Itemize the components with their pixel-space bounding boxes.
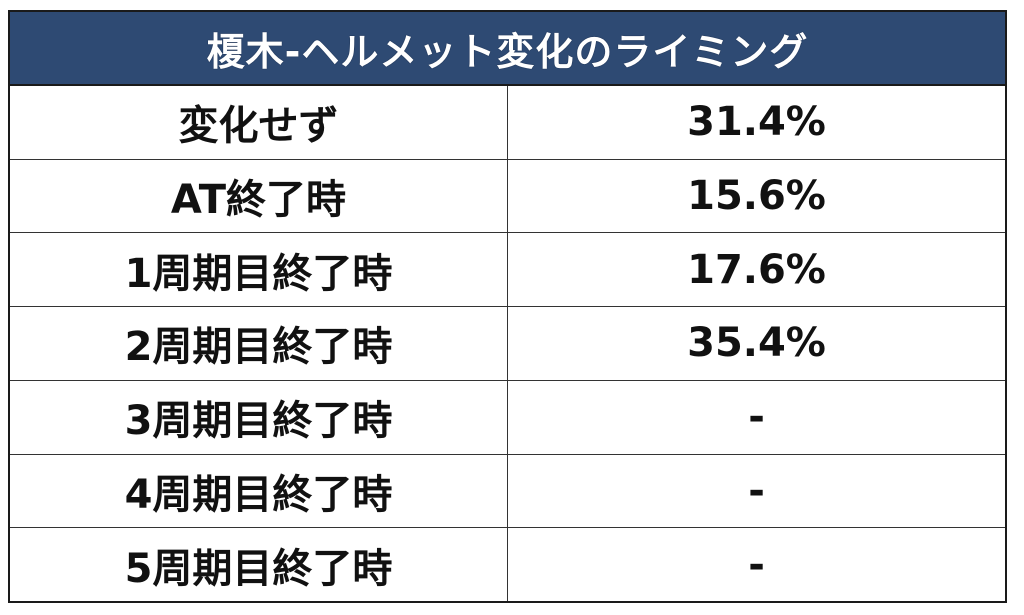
table-row: AT終了時 15.6% [10, 158, 1005, 233]
row-value: 31.4% [507, 84, 1005, 160]
table-header-row: 榎木-ヘルメット変化のライミング [10, 12, 1005, 86]
row-value: 17.6% [507, 232, 1005, 307]
row-value: - [507, 453, 1005, 528]
row-label: 5周期目終了時 [10, 527, 508, 601]
table-row: 変化せず 31.4% [10, 84, 1005, 160]
row-value: 15.6% [507, 158, 1005, 233]
row-label: 変化せず [10, 84, 508, 160]
row-label: 3周期目終了時 [10, 379, 508, 455]
timing-table: 榎木-ヘルメット変化のライミング 変化せず 31.4% AT終了時 15.6% … [10, 12, 1005, 601]
table-title: 榎木-ヘルメット変化のライミング [10, 12, 1005, 86]
table-row: 5周期目終了時 - [10, 527, 1005, 601]
row-value: 35.4% [507, 306, 1005, 381]
row-value: - [507, 379, 1005, 455]
timing-table-frame: 榎木-ヘルメット変化のライミング 変化せず 31.4% AT終了時 15.6% … [8, 10, 1007, 603]
row-label: 1周期目終了時 [10, 232, 508, 307]
row-label: 2周期目終了時 [10, 306, 508, 381]
row-label: 4周期目終了時 [10, 453, 508, 528]
table-row: 3周期目終了時 - [10, 379, 1005, 455]
table-row: 1周期目終了時 17.6% [10, 232, 1005, 307]
table-row: 4周期目終了時 - [10, 453, 1005, 528]
row-label: AT終了時 [10, 158, 508, 233]
row-value: - [507, 527, 1005, 601]
table-row: 2周期目終了時 35.4% [10, 306, 1005, 381]
